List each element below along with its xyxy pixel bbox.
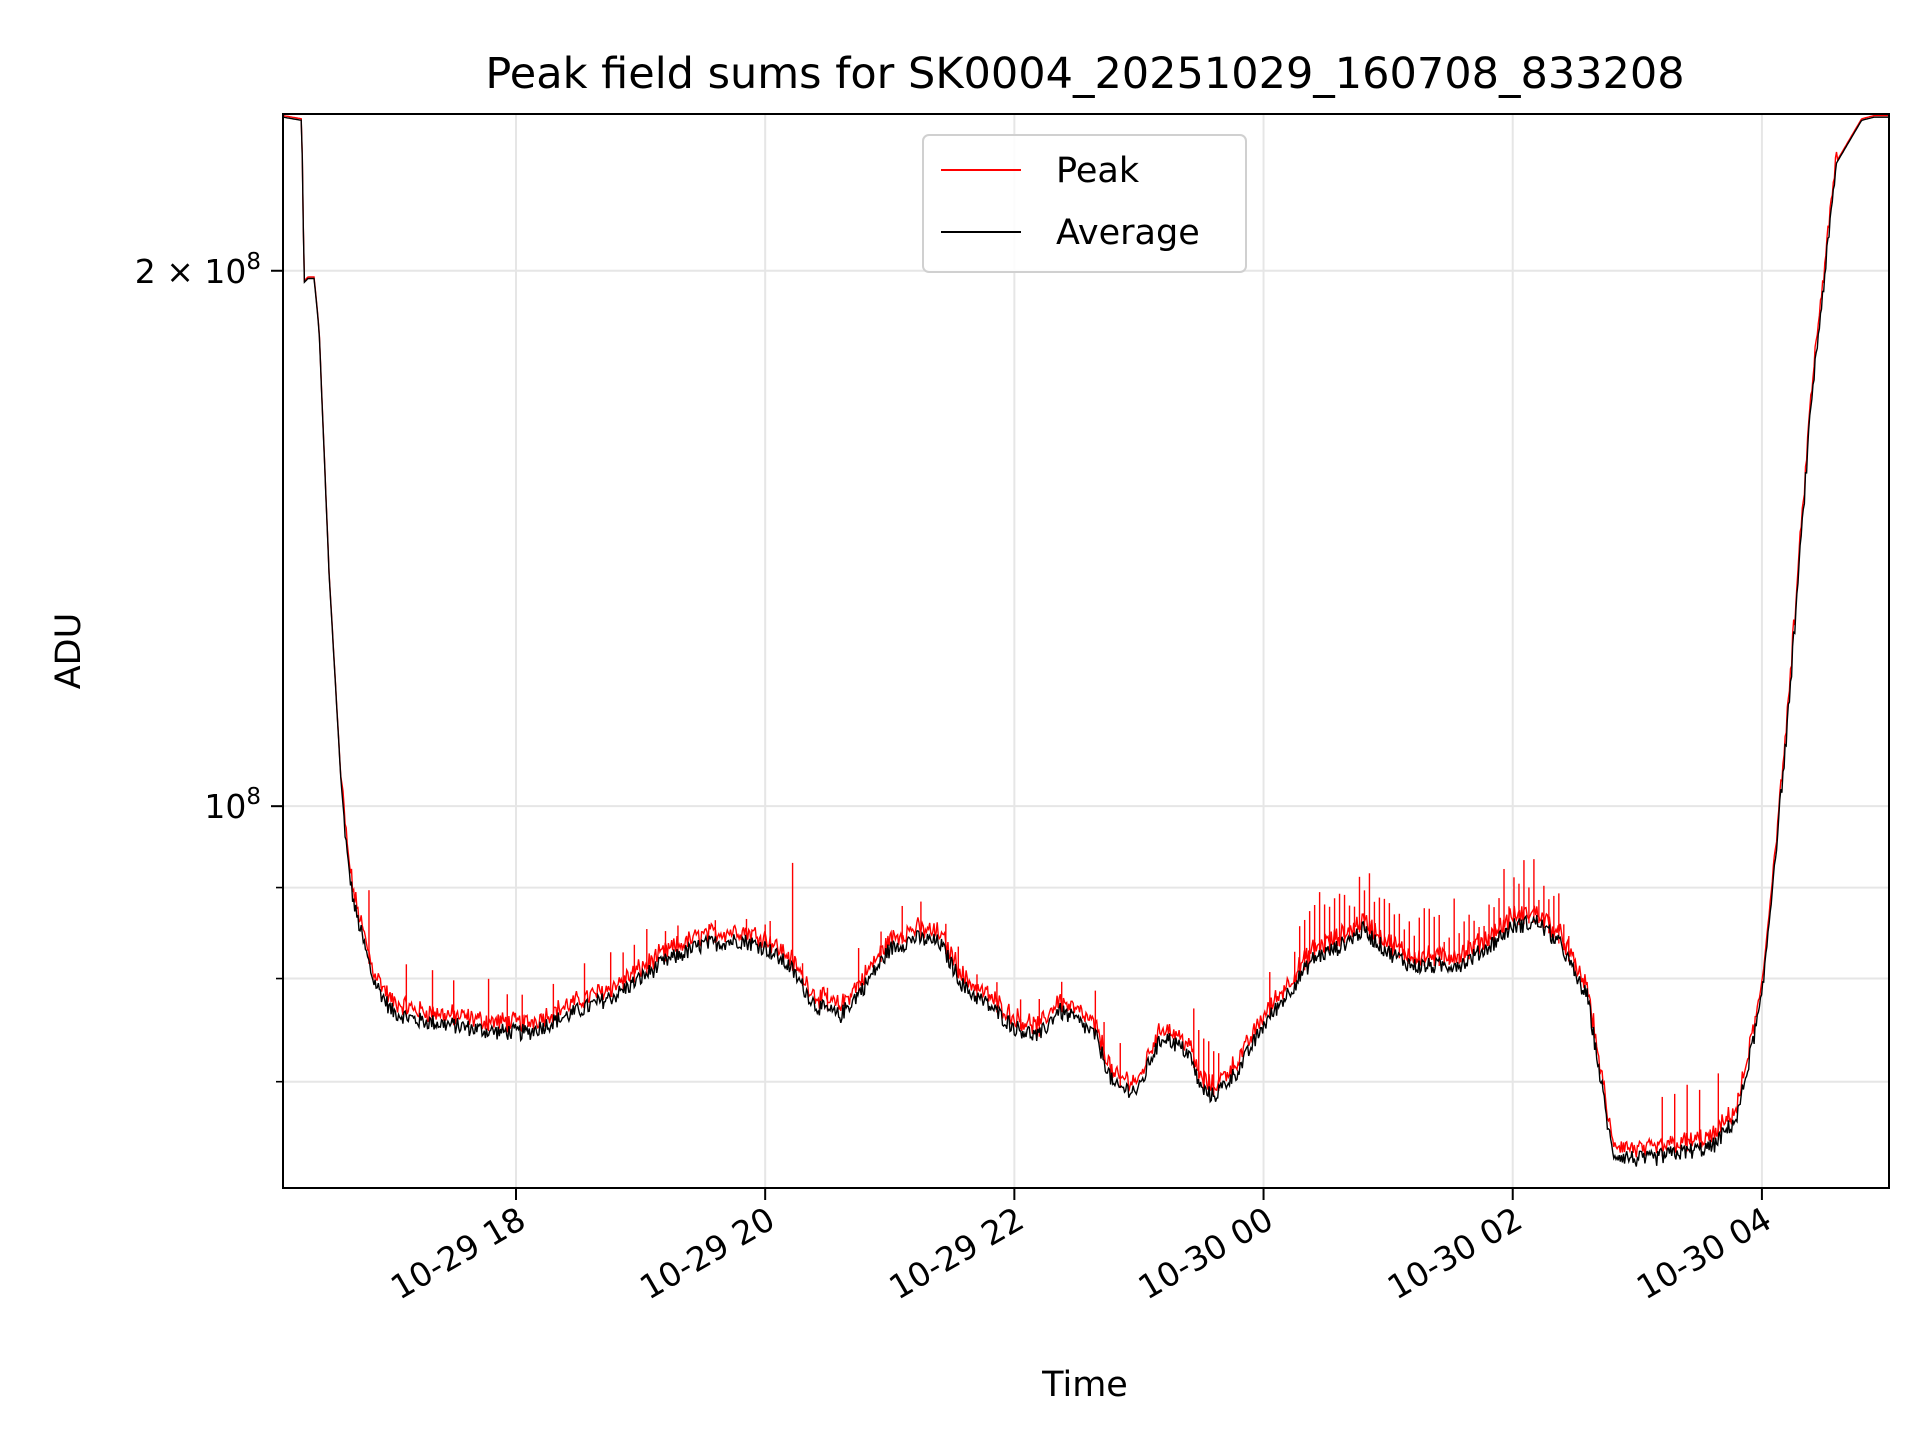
series-line-peak [283, 114, 1889, 1158]
y-axis-title: ADU [49, 613, 89, 690]
legend-label-peak: Peak [1056, 151, 1140, 191]
series-line-average [283, 116, 1889, 1167]
axes-frame [282, 113, 1890, 1189]
plot-area [283, 114, 1889, 1167]
y-tick-label-exponent: 8 [246, 784, 261, 810]
x-axis-title: Time [1041, 1365, 1128, 1405]
y-tick-label-exponent: 8 [246, 249, 261, 275]
y-tick-label: 2 × 108 [135, 249, 261, 291]
y-tick-label-base: 2 × 10 [135, 252, 247, 291]
legend-label-average: Average [1056, 213, 1200, 253]
y-tick-label-base: 10 [204, 787, 246, 826]
legend: Peak Average [922, 134, 1247, 273]
y-tick-label: 108 [204, 784, 261, 826]
chart-title: Peak field sums for SK0004_20251029_1607… [485, 49, 1684, 99]
grid [283, 114, 1889, 1188]
